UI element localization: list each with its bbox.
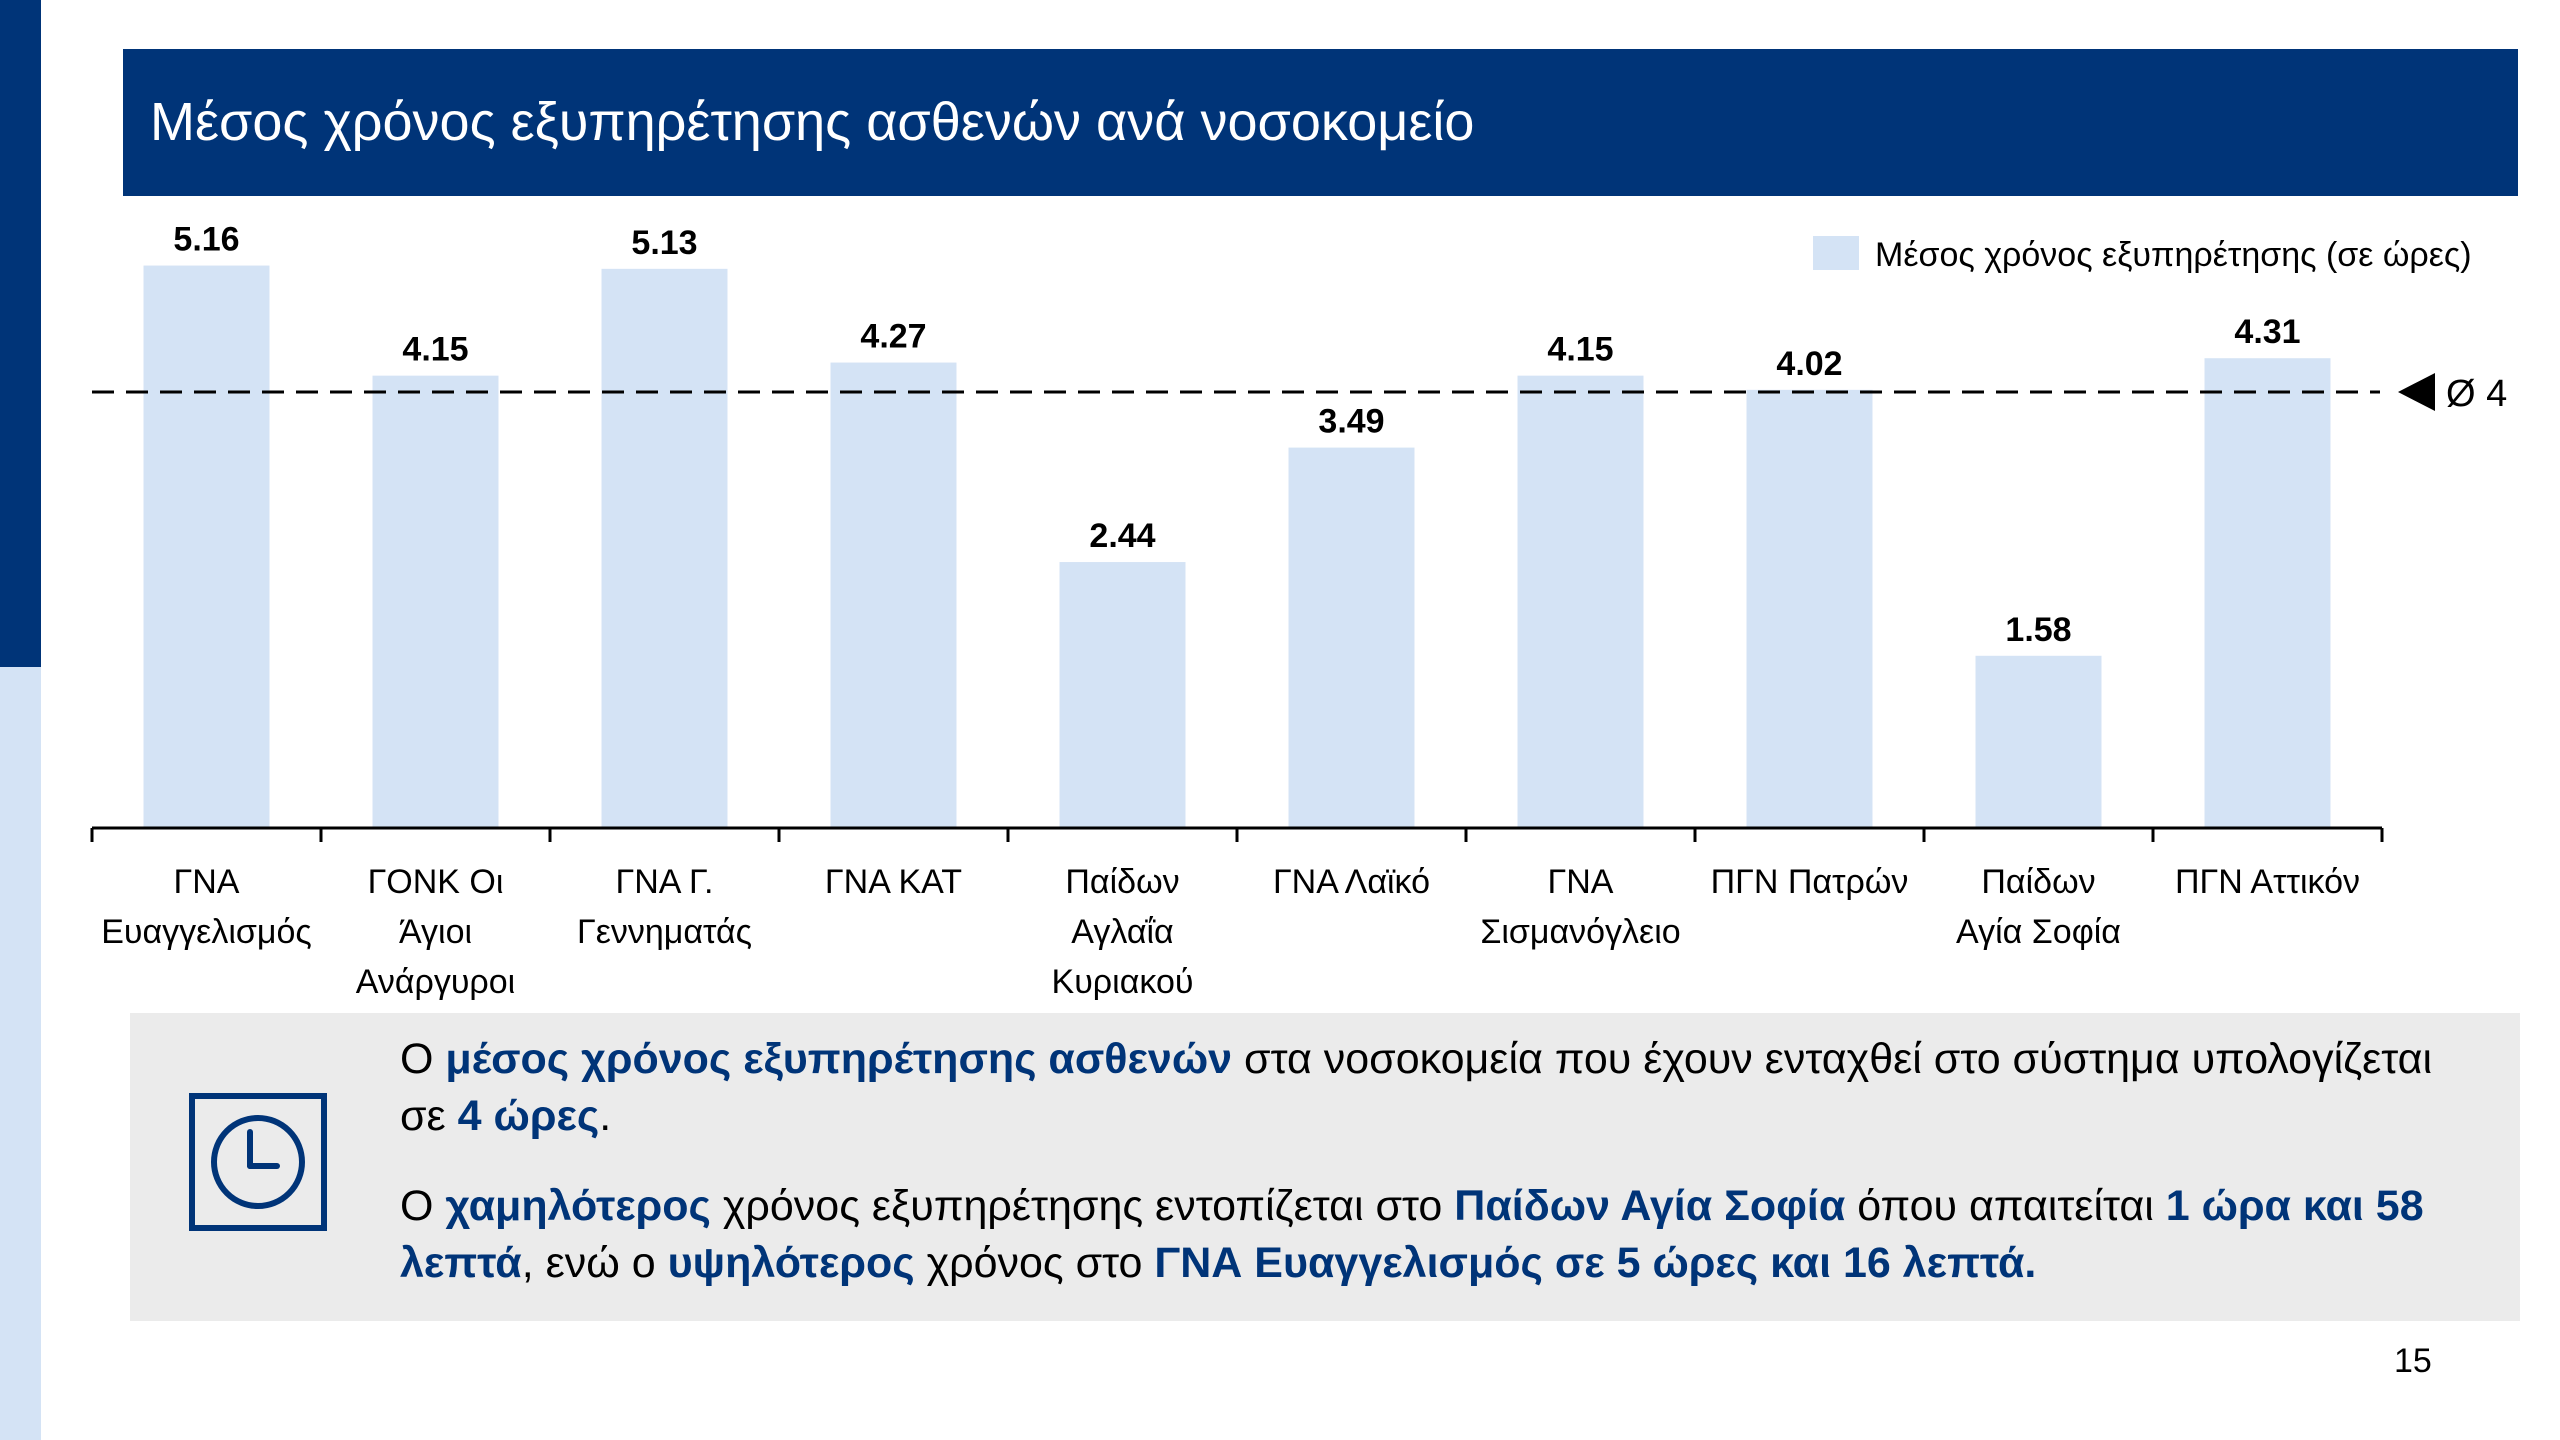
highlight-text: χαμηλότερος [445, 1182, 711, 1230]
page-number: 15 [2394, 1342, 2432, 1380]
data-label: 5.16 [173, 221, 239, 259]
reference-marker-triangle-icon [2398, 373, 2435, 411]
data-label: 2.44 [1089, 517, 1155, 555]
body-text: χρόνος στο [914, 1239, 1155, 1287]
bar [1059, 562, 1186, 828]
data-label: 4.31 [2234, 313, 2300, 351]
body-text: όπου απαιτείται [1845, 1182, 2166, 1230]
body-text: , ενώ ο [521, 1239, 668, 1287]
side-accent-light [0, 667, 41, 1440]
summary-paragraph-min-max: Ο χαμηλότερος χρόνος εξυπηρέτησης εντοπί… [400, 1178, 2460, 1292]
x-tick-label: Αγία Σοφία [1956, 913, 2121, 951]
x-tick-label: ΓΝΑ [1548, 863, 1614, 901]
x-tick-label: Ανάργυροι [356, 963, 515, 1001]
clock-icon [189, 1093, 327, 1231]
page-title: Μέσος χρόνος εξυπηρέτησης ασθενών ανά νο… [150, 92, 1475, 152]
x-tick-label: Άγιοι [399, 913, 472, 951]
bar [1288, 447, 1415, 828]
highlight-text: μέσος χρόνος εξυπηρέτησης ασθενών [445, 1035, 1233, 1083]
x-tick-label: ΓΝΑ ΚΑΤ [825, 863, 962, 901]
data-label: 4.27 [860, 318, 926, 356]
x-tick-label: ΠΓΝ Αττικόν [2175, 863, 2360, 901]
summary-paragraph-average: Ο μέσος χρόνος εξυπηρέτησης ασθενών στα … [400, 1031, 2460, 1145]
highlight-text: ΓΝΑ Ευαγγελισμός σε 5 ώρες και 16 λεπτά. [1154, 1239, 2037, 1287]
bar [830, 362, 957, 828]
bar-chart: Ø 4 5.16 4.15 5.13 4.27 2.44 3.49 4.15 4.02 1.58 4… [90, 221, 2507, 1001]
data-label: 4.02 [1776, 345, 1842, 383]
bar [1975, 655, 2102, 828]
x-tick-label: Σισμανόγλειο [1480, 913, 1680, 951]
x-tick-label: ΓΝΑ [174, 863, 240, 901]
bar [372, 375, 499, 828]
reference-line-label: Ø 4 [2446, 373, 2507, 415]
x-tick-label: Αγλαΐα [1071, 913, 1173, 951]
body-text: στα νοσοκομεία που έχουν ενταχθεί στο σύ… [400, 1035, 2433, 1140]
legend-swatch [1813, 236, 1859, 270]
highlight-text: 4 ώρες [457, 1092, 600, 1140]
x-tick-label: Κυριακού [1052, 963, 1194, 1001]
x-tick-label: Παίδων [1065, 863, 1179, 901]
body-text: Ο [400, 1035, 446, 1083]
highlight-text: υψηλότερος [667, 1239, 915, 1287]
x-tick-label: ΓΝΑ Λαϊκό [1273, 863, 1430, 901]
highlight-text: 1 ώρα και 58 λεπτά [400, 1182, 2424, 1287]
data-label: 3.49 [1318, 403, 1384, 441]
bar [1517, 375, 1644, 828]
x-tick-label: ΓΟΝΚ Οι [368, 863, 504, 901]
bar [2204, 358, 2331, 828]
x-tick-label: Ευαγγελισμός [101, 913, 312, 951]
x-tick-label: Γεννηματάς [577, 913, 752, 951]
legend-label: Μέσος χρόνος εξυπηρέτησης (σε ώρες) [1875, 236, 2472, 274]
data-label: 1.58 [2005, 611, 2071, 649]
data-label: 4.15 [1547, 331, 1613, 369]
title-bar: Μέσος χρόνος εξυπηρέτησης ασθενών ανά νο… [123, 49, 2518, 196]
x-tick-label: Παίδων [1981, 863, 2095, 901]
bar [1746, 389, 1873, 828]
bar [143, 265, 270, 828]
side-accent-dark [0, 0, 41, 667]
data-label: 4.15 [402, 331, 468, 369]
body-text: Ο [400, 1182, 446, 1230]
highlight-text: Παίδων Αγία Σοφία [1454, 1182, 1846, 1230]
x-tick-label: ΓΝΑ Γ. [616, 863, 714, 901]
body-text: . [599, 1092, 612, 1140]
x-tick-label: ΠΓΝ Πατρών [1711, 863, 1909, 901]
summary-box: Ο μέσος χρόνος εξυπηρέτησης ασθενών στα … [130, 1013, 2520, 1321]
data-label: 5.13 [631, 224, 697, 262]
bar [601, 268, 728, 829]
body-text: χρόνος εξυπηρέτησης εντοπίζεται στο [710, 1182, 1455, 1230]
